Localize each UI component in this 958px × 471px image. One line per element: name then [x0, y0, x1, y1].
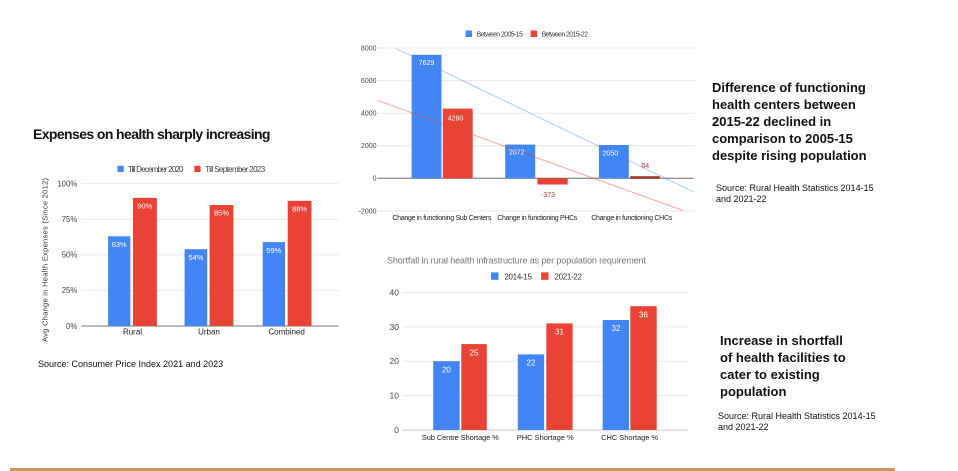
svg-text:2000: 2000	[361, 143, 377, 150]
svg-text:0: 0	[373, 176, 377, 183]
svg-text:63%: 63%	[112, 240, 127, 249]
svg-text:PHC Shortage %: PHC Shortage %	[517, 433, 574, 442]
svg-text:22: 22	[527, 359, 536, 368]
svg-text:6000: 6000	[361, 78, 377, 85]
svg-text:Change in functioning PHCs: Change in functioning PHCs	[497, 215, 578, 222]
svg-text:2050: 2050	[603, 150, 619, 157]
svg-text:2014-15: 2014-15	[504, 272, 532, 281]
svg-text:Between 2005-15: Between 2005-15	[477, 32, 524, 39]
svg-text:Rural: Rural	[123, 328, 142, 337]
svg-text:90%: 90%	[137, 202, 152, 211]
svg-text:Sub Centre Shortage %: Sub Centre Shortage %	[422, 433, 499, 442]
svg-text:Shortfall in rural health infr: Shortfall in rural health infrastructure…	[387, 256, 646, 266]
svg-text:Till September 2023: Till September 2023	[205, 165, 266, 174]
svg-text:30: 30	[390, 322, 400, 332]
svg-text:100%: 100%	[57, 180, 77, 189]
svg-text:CHC Shortage %: CHC Shortage %	[601, 433, 658, 442]
svg-text:36: 36	[639, 310, 648, 319]
svg-text:20: 20	[442, 365, 451, 374]
svg-text:Change in functioning Sub Cent: Change in functioning Sub Centers	[392, 215, 492, 222]
svg-text:32: 32	[611, 324, 620, 333]
svg-text:50%: 50%	[62, 251, 78, 260]
svg-text:0: 0	[394, 425, 399, 435]
svg-text:4000: 4000	[361, 111, 377, 118]
svg-text:2021-22: 2021-22	[555, 272, 583, 281]
svg-text:Urban: Urban	[198, 328, 220, 337]
svg-text:20: 20	[390, 356, 400, 366]
svg-text:25: 25	[470, 348, 479, 357]
svg-text:2072: 2072	[509, 149, 525, 156]
svg-text:Combined: Combined	[268, 328, 304, 337]
svg-text:85%: 85%	[214, 209, 229, 218]
svg-text:4280: 4280	[448, 116, 464, 123]
svg-text:25%: 25%	[62, 286, 78, 295]
svg-text:Avg Change in Health Expenses: Avg Change in Health Expenses (Since 201…	[41, 178, 50, 343]
svg-text:88%: 88%	[292, 205, 307, 214]
svg-text:0%: 0%	[66, 322, 77, 331]
svg-text:-373: -373	[541, 192, 555, 199]
svg-text:-2000: -2000	[359, 208, 377, 215]
svg-text:54%: 54%	[188, 253, 203, 262]
svg-text:10: 10	[390, 391, 400, 401]
svg-text:Change in functioning CHCs: Change in functioning CHCs	[591, 215, 673, 222]
svg-text:75%: 75%	[62, 215, 78, 224]
svg-text:84: 84	[641, 163, 649, 170]
svg-text:7629: 7629	[419, 60, 435, 67]
svg-text:8000: 8000	[361, 45, 377, 52]
svg-text:Between 2015-22: Between 2015-22	[542, 32, 589, 39]
svg-text:40: 40	[390, 287, 400, 297]
svg-text:59%: 59%	[266, 246, 281, 255]
svg-text:Till December 2020: Till December 2020	[128, 165, 184, 174]
svg-text:31: 31	[555, 328, 564, 337]
